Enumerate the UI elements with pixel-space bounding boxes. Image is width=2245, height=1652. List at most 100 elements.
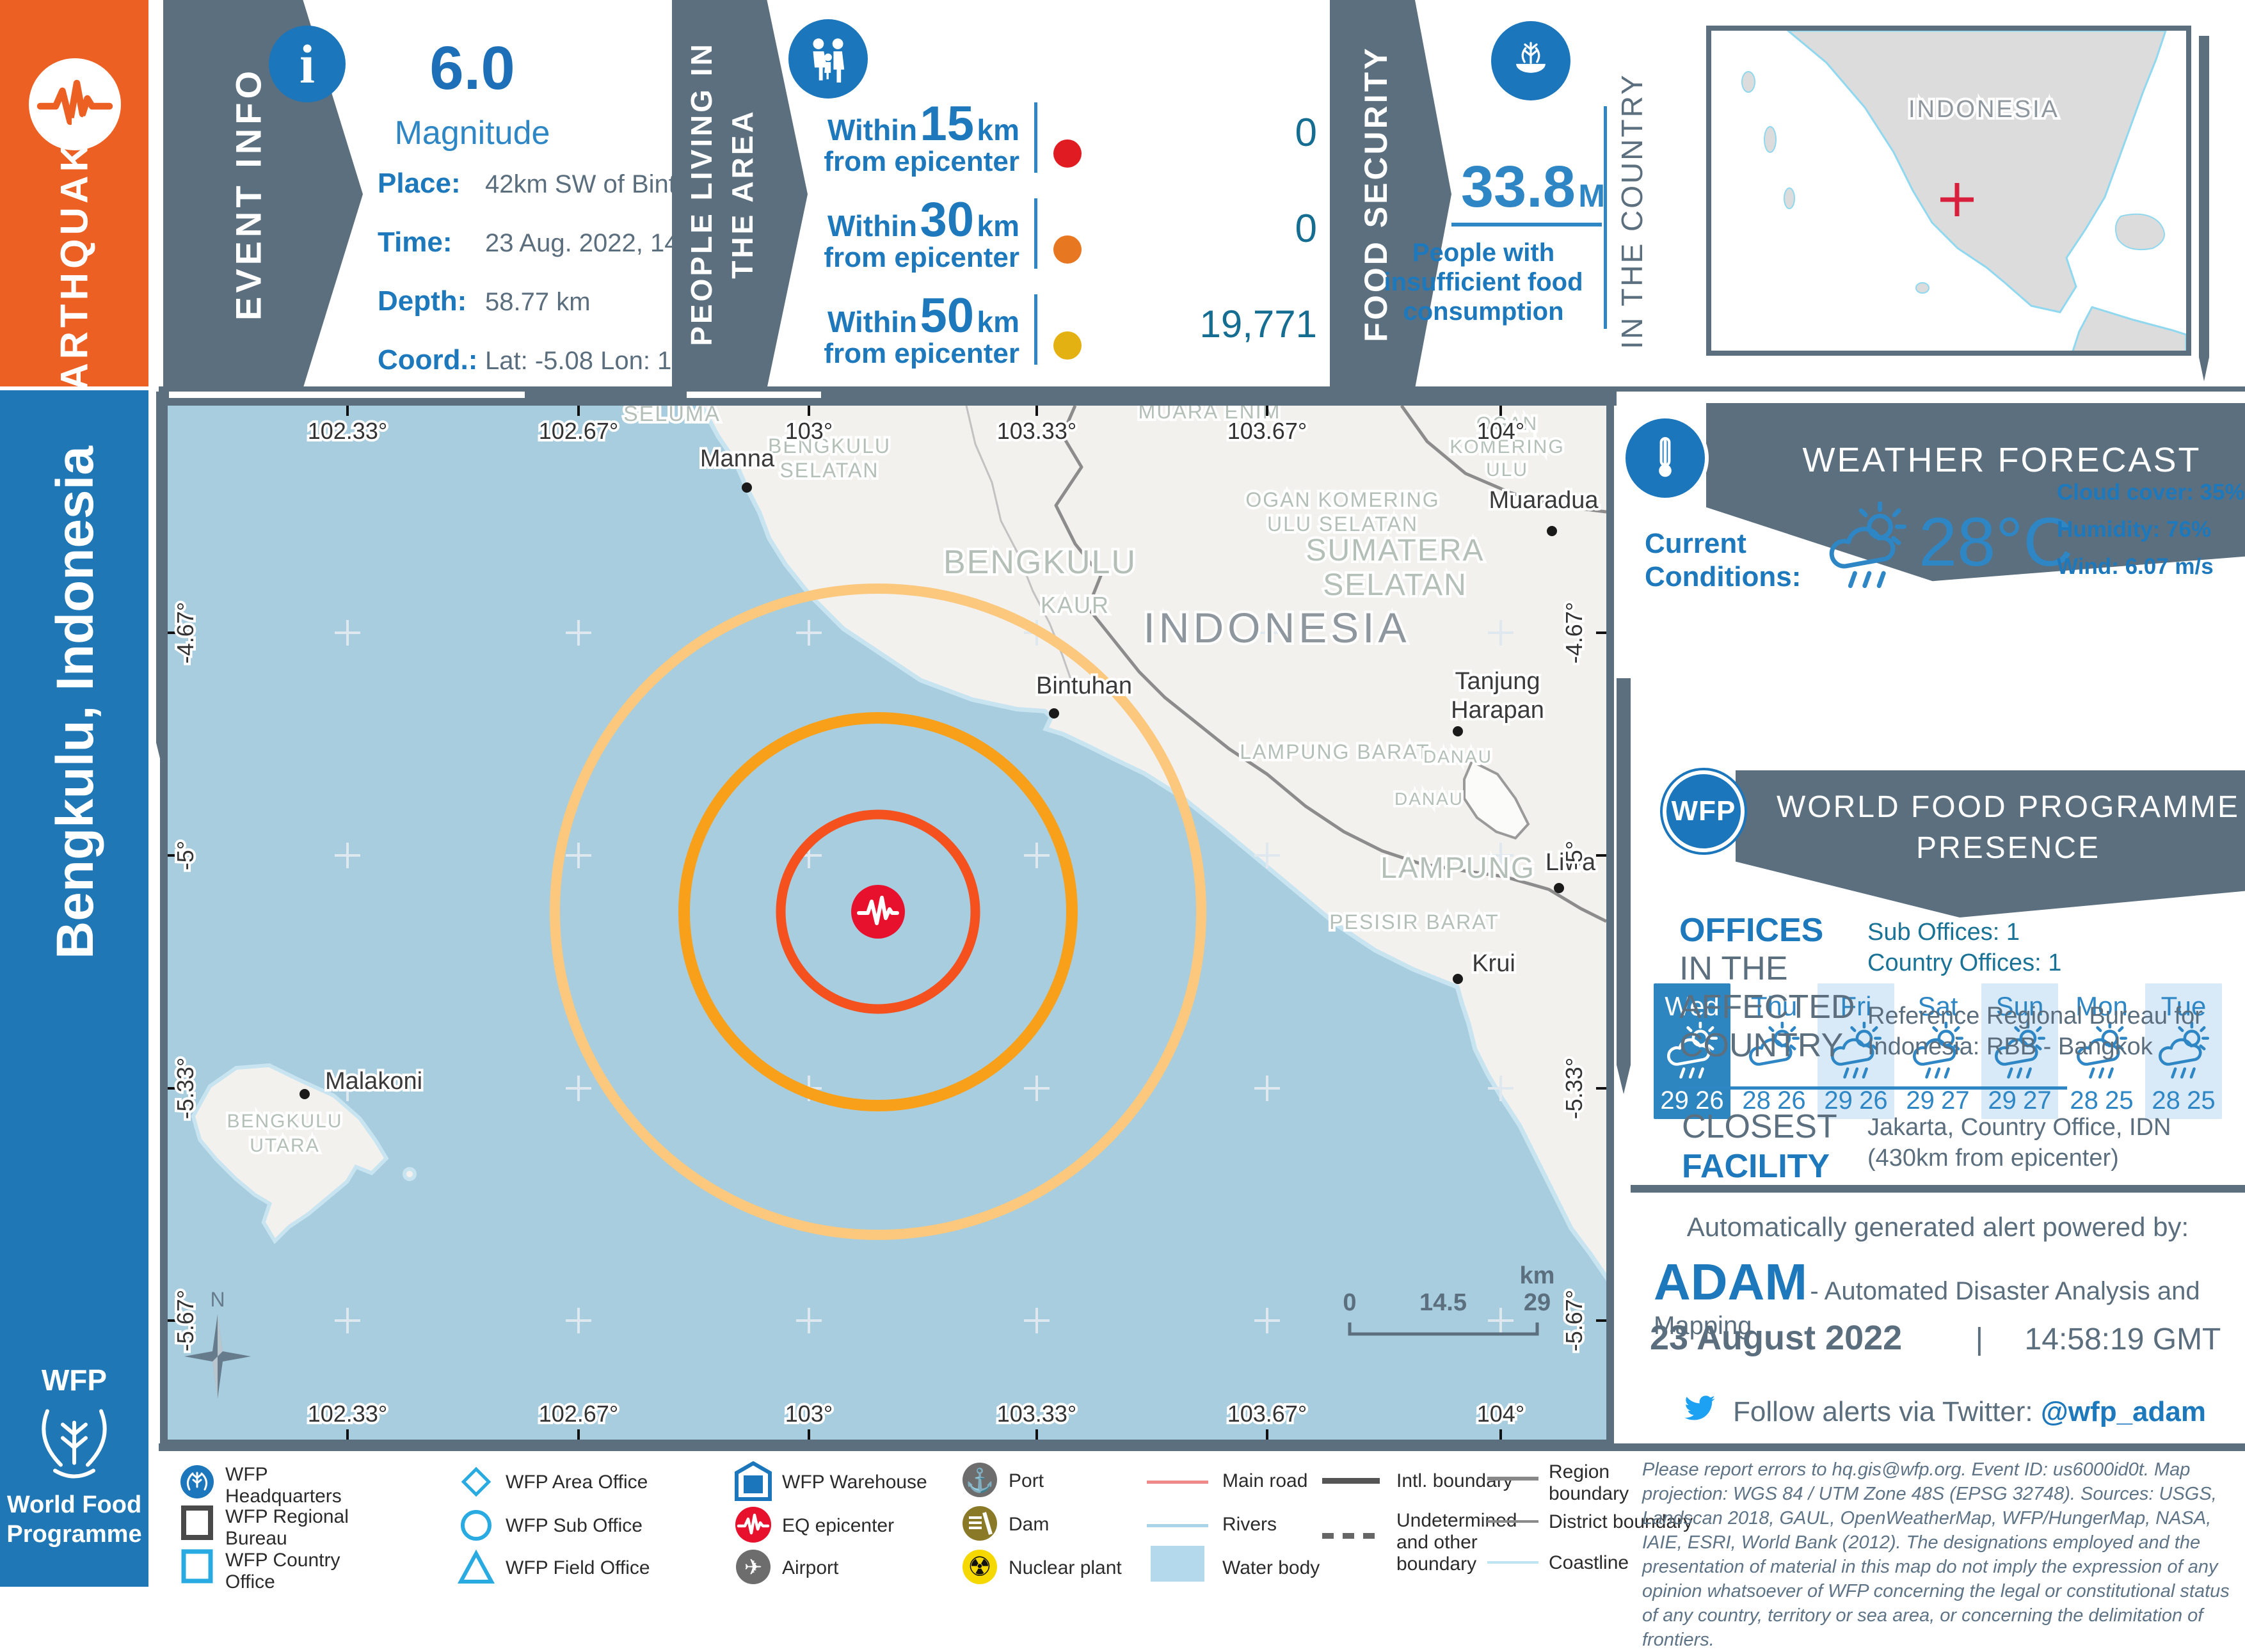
region-label: LAMPUNG <box>1380 851 1535 884</box>
twitter-handle[interactable]: @wfp_adam <box>2040 1396 2206 1427</box>
region-label: KOMERING <box>1450 436 1564 457</box>
wfp-logo-acronym: WFP <box>41 1363 108 1397</box>
tick <box>346 406 349 416</box>
svg-text:✈: ✈ <box>744 1555 763 1580</box>
wfp-presence-logo: WFP <box>1663 770 1745 852</box>
forecast-day-thu[interactable]: Thu 28 26 <box>1736 983 1812 1119</box>
sun-rain-icon <box>1667 1021 1718 1079</box>
wfp-field-office-icon <box>457 1549 495 1584</box>
region-label: DANAU <box>1394 789 1464 809</box>
graticule-cross <box>566 1076 591 1101</box>
city-label: Harapan <box>1451 697 1544 724</box>
graticule-cross <box>335 1308 360 1333</box>
dam-icon <box>963 1506 997 1541</box>
weather-title: WEATHER FORECAST <box>1802 441 2201 479</box>
graticule-cross <box>1024 1308 1050 1333</box>
lon-label: 103.33° <box>997 1401 1077 1427</box>
lon-label: 103.67° <box>1227 418 1307 444</box>
tick <box>1035 406 1038 416</box>
header: EVENT INFO i 6.0 Magnitude Place: 42km S… <box>159 0 2245 388</box>
region-label: UTARA <box>250 1135 319 1156</box>
forecast-day-mon[interactable]: Mon 28 25 <box>2063 983 2140 1119</box>
seismograph-icon <box>27 56 123 155</box>
shadow-strip-right <box>1617 678 1631 1094</box>
inset-islet <box>1784 187 1795 209</box>
location-label: Bengkulu, Indonesia <box>46 446 104 959</box>
lat-label: -4.67° <box>1561 602 1587 663</box>
lat-label: -5.33° <box>172 1058 198 1119</box>
sub-offices: Sub Offices: 1 <box>1867 919 2020 946</box>
ring-15km <box>776 809 980 1014</box>
graticule-cross <box>335 1076 360 1101</box>
graticule-cross <box>1488 843 1514 868</box>
city-label: Liwa <box>1546 849 1596 876</box>
lat-label: -5° <box>1561 841 1587 870</box>
compass-icon: N <box>184 1288 251 1399</box>
tick <box>1499 1429 1502 1440</box>
twitter-icon[interactable] <box>1683 1395 1716 1426</box>
district-boundary-swatch <box>1487 1520 1538 1523</box>
main-map[interactable]: SELUMA BENGKULU SELATAN MUARA ENIM OGAN KOMER… <box>160 397 1614 1447</box>
region-label: BENGKULU <box>768 434 891 457</box>
closest-facility-value: Jakarta, Country Office, IDN (430km from … <box>1867 1114 2171 1171</box>
city-label: Malakoni <box>325 1068 422 1095</box>
inset-map: INDONESIA <box>1706 26 2191 362</box>
forecast-day-sat[interactable]: Sat 29 27 <box>1899 983 1976 1119</box>
adam-powered: Automatically generated alert powered by… <box>1686 1212 2189 1242</box>
forecast-day-sun[interactable]: Sun 29 27 <box>1981 983 2058 1119</box>
tick <box>346 1429 349 1440</box>
inset-epicenter-cross <box>1940 183 1974 216</box>
undetermined-boundary-swatch <box>1322 1533 1380 1539</box>
eq-epicenter-icon <box>735 1507 771 1543</box>
lon-label: 103° <box>785 1401 833 1427</box>
forecast-day-tue[interactable]: Tue 28 25 <box>2145 983 2222 1119</box>
wfp-regional-bureau-icon <box>181 1505 213 1540</box>
lat-label: -4.67° <box>172 602 198 663</box>
people-row-50: Within 50 km from epicenter 19,771 <box>824 289 1317 369</box>
food-scope-label: IN THE COUNTRY <box>1615 73 1649 349</box>
lon-label: 102.67° <box>539 418 619 444</box>
graticule-cross <box>1488 620 1514 646</box>
region-label: BENGKULU <box>227 1111 342 1132</box>
adam-name: ADAM <box>1654 1253 1807 1310</box>
tick <box>1266 406 1268 416</box>
graticule-cross <box>335 620 360 646</box>
wfp-sub-office-icon <box>461 1510 491 1541</box>
graticule-cross <box>796 620 822 646</box>
region-label: SELUMA <box>623 406 721 426</box>
weather-stat-wind: Wind: 6.07 m/s <box>2057 554 2214 579</box>
sun-cloud-icon <box>1749 1021 1800 1066</box>
graticule-cross <box>335 843 360 868</box>
region-boundary-swatch <box>1487 1477 1538 1481</box>
lon-label: 103° <box>785 418 833 444</box>
city-dot <box>1453 726 1463 736</box>
lat-label: -5.67° <box>1561 1290 1587 1351</box>
nuclear-plant-icon: ☢ <box>963 1550 997 1584</box>
region-label: OGAN KOMERING <box>1245 488 1439 511</box>
city-dot <box>742 482 752 493</box>
current-temp: 28°C <box>1919 503 2073 580</box>
forecast-day-fri[interactable]: Fri 29 26 <box>1818 983 1894 1119</box>
food-value-wrap: 33.8 M <box>1413 154 1605 221</box>
legend: WFP Headquarters WFP Regional Bureau WFP C… <box>159 1451 2245 1650</box>
svg-text:km: km <box>1520 1262 1555 1289</box>
forecast-day-wed[interactable]: Wed 29 26 <box>1654 983 1730 1119</box>
region-label: LAMPUNG BARAT <box>1240 740 1430 763</box>
people-50-value: 19,771 <box>1199 303 1317 345</box>
magnitude-value: 6.0 <box>429 34 515 102</box>
graticule-cross <box>1024 1076 1050 1101</box>
port-icon: ⚓ <box>963 1463 997 1497</box>
coastline-swatch <box>1487 1561 1538 1564</box>
adam-line: ADAM - Automated Disaster Analysis and M… <box>1654 1253 2245 1340</box>
tick <box>1596 1087 1606 1090</box>
region-label: SUMATERA <box>1306 534 1484 568</box>
graticule-cross <box>796 1308 822 1333</box>
people-30-value: 0 <box>1295 207 1317 251</box>
graticule-cross <box>1254 620 1280 646</box>
danau-district <box>1463 759 1530 840</box>
adam-datetime: 23 August 2022 | 14:58:19 GMT <box>1650 1319 2221 1357</box>
info-icon: i <box>269 26 346 102</box>
food-bowl-icon <box>1491 21 1570 100</box>
people-section-label-2: THE AREA <box>726 109 759 279</box>
intl-boundary-swatch <box>1322 1478 1380 1484</box>
